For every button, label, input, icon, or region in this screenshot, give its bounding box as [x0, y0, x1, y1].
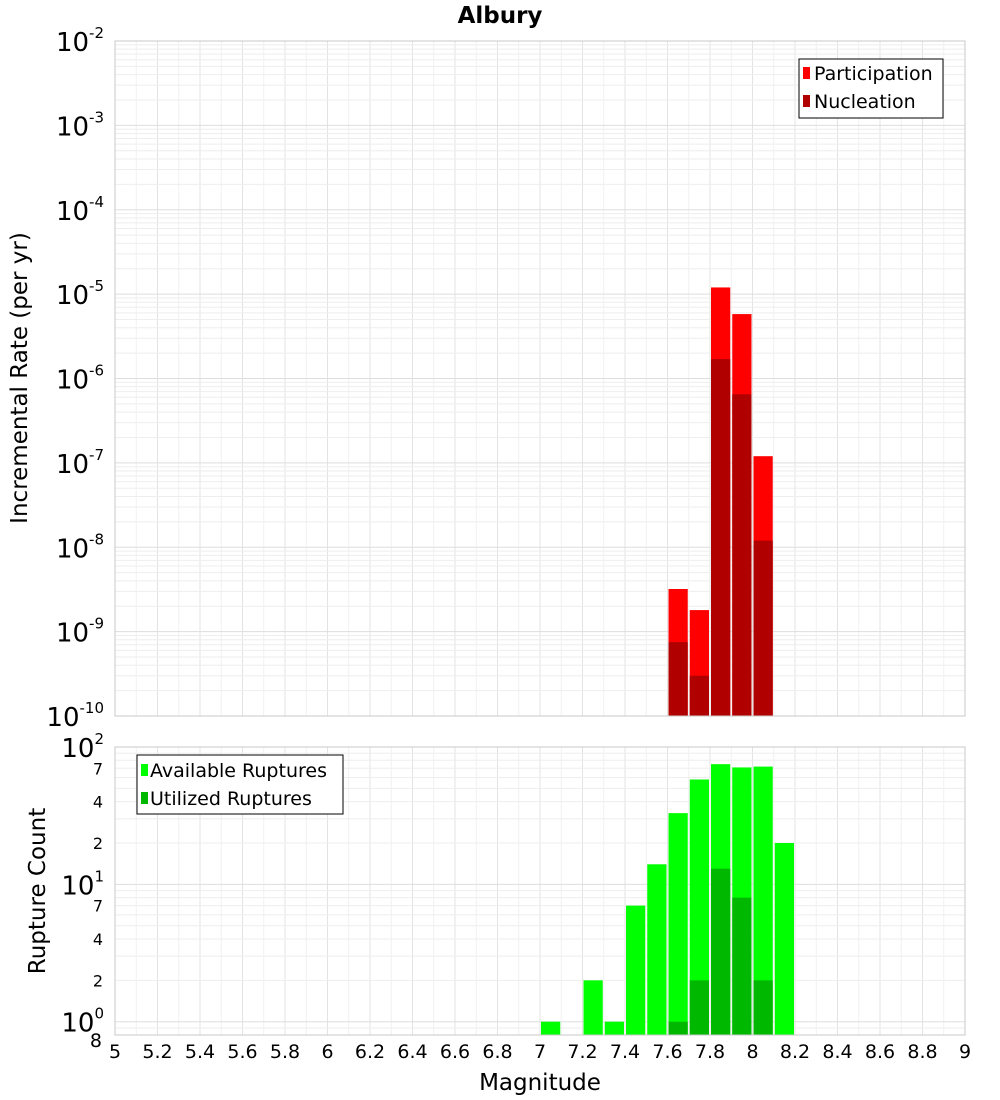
x-tick-label: 8.2	[780, 1041, 810, 1063]
count-plot-frame	[114, 746, 966, 1036]
x-tick-label: 7.8	[695, 1041, 725, 1063]
count-y-minor-tick-label: 2	[93, 971, 103, 990]
count-bar-series-a	[774, 843, 794, 1035]
count-bar-series-a	[753, 766, 773, 1035]
x-tick-label: 5.8	[270, 1041, 300, 1063]
count-y-tick-label: 100	[61, 1005, 104, 1039]
count-y-tick-label: 102	[61, 730, 104, 764]
count-y-minor-tick-label: 4	[93, 930, 103, 949]
count-bar-series-a	[668, 813, 688, 1035]
x-tick-label: 6.8	[482, 1041, 512, 1063]
x-tick-label: 5.2	[142, 1041, 172, 1063]
rate-y-tick-label: 10-5	[56, 277, 104, 311]
count-bar-series-a	[689, 779, 709, 1035]
rate-y-tick-label: 10-4	[56, 193, 104, 227]
rate-bar-series-b	[753, 540, 773, 716]
x-tick-label: 7.6	[652, 1041, 682, 1063]
rate-plot-bars	[668, 287, 773, 716]
rate-bar-series-b	[732, 394, 752, 716]
rate-y-tick-label: 10-2	[56, 24, 104, 58]
count-bar-series-b	[732, 897, 752, 1035]
count-y-minor-tick-label: 7	[93, 759, 103, 778]
rate-y-tick-label: 10-7	[56, 446, 104, 480]
x-tick-label: 8	[746, 1041, 758, 1063]
rate-legend: Participation Nucleation	[798, 58, 944, 119]
count-plot-panel: 102 101 100 7 4 2 7 4 2 8 Rupture Count 5 5.2 5.4 5.…	[25, 730, 971, 1096]
rate-bar-series-b	[689, 675, 709, 716]
x-tick-labels: 5 5.2 5.4 5.6 5.8 6 6.2 6.4 6.6 6.8 7 7.2 7.4 7.6 7.8 8…	[109, 1041, 971, 1063]
x-tick-label: 5	[109, 1041, 121, 1063]
legend-swatch-utilized	[141, 792, 148, 804]
count-bar-series-a	[583, 980, 603, 1035]
x-tick-label: 5.6	[227, 1041, 257, 1063]
count-y-tick-label: 101	[61, 867, 104, 901]
count-y-minor-tick-label: 8	[90, 1030, 102, 1052]
legend-swatch-available	[141, 764, 148, 776]
legend-swatch-nucleation	[803, 95, 810, 107]
rate-legend-box	[798, 58, 944, 119]
chart-title: Albury	[458, 3, 543, 29]
count-legend-box	[136, 754, 344, 815]
count-y-minor-tick-label: 4	[93, 793, 103, 812]
x-tick-label: 7.2	[567, 1041, 597, 1063]
rate-plot-frame	[114, 40, 966, 717]
count-plot-bars	[541, 764, 794, 1035]
x-tick-label: 8.6	[865, 1041, 895, 1063]
count-y-tick-labels: 102 101 100 7 4 2 7 4 2 8	[61, 730, 104, 1052]
x-tick-label: 6	[321, 1041, 333, 1063]
count-bar-series-a	[604, 1021, 624, 1035]
x-tick-label: 6.4	[397, 1041, 427, 1063]
rate-plot-panel: 10-2 10-3 10-4 10-5 10-6 10-7 10-8 10-9 10-10 In…	[7, 24, 966, 733]
count-bar-series-a	[647, 864, 667, 1035]
rate-y-tick-label: 10-9	[56, 615, 104, 649]
x-tick-label: 9	[959, 1041, 971, 1063]
x-tick-label: 6.6	[440, 1041, 470, 1063]
count-legend: Available Ruptures Utilized Ruptures	[136, 754, 344, 815]
x-tick-label: 6.2	[355, 1041, 385, 1063]
rate-y-axis-label: Incremental Rate (per yr)	[7, 232, 33, 524]
rate-y-tick-label: 10-6	[56, 362, 104, 396]
x-axis-label: Magnitude	[479, 1070, 601, 1096]
count-bar-series-b	[668, 1021, 688, 1035]
x-tick-label: 8.4	[822, 1041, 852, 1063]
count-bar-series-b	[753, 980, 773, 1035]
rate-y-tick-label: 10-10	[46, 699, 104, 733]
rate-y-tick-label: 10-8	[56, 530, 104, 564]
legend-label-utilized: Utilized Ruptures	[150, 788, 312, 810]
count-y-axis-label: Rupture Count	[25, 808, 51, 974]
legend-label-nucleation: Nucleation	[814, 91, 916, 113]
count-y-minor-tick-label: 2	[93, 834, 103, 853]
rate-bar-series-b	[711, 359, 731, 716]
legend-label-available: Available Ruptures	[150, 760, 327, 782]
count-bar-series-a	[626, 905, 646, 1035]
legend-swatch-participation	[803, 67, 810, 79]
rate-y-tick-label: 10-3	[56, 108, 104, 142]
count-y-minor-tick-label: 7	[93, 897, 103, 916]
x-tick-label: 5.4	[185, 1041, 215, 1063]
count-bar-series-a	[541, 1021, 561, 1035]
x-tick-label: 7.4	[610, 1041, 640, 1063]
count-bar-series-b	[711, 868, 731, 1035]
x-tick-label: 7	[534, 1041, 546, 1063]
legend-label-participation: Participation	[814, 63, 933, 85]
x-tick-label: 8.8	[907, 1041, 937, 1063]
rate-y-tick-labels: 10-2 10-3 10-4 10-5 10-6 10-7 10-8 10-9 10-10	[46, 24, 104, 733]
rate-bar-series-b	[668, 642, 688, 716]
count-bar-series-b	[689, 980, 709, 1035]
rate-plot-grid	[114, 40, 966, 717]
